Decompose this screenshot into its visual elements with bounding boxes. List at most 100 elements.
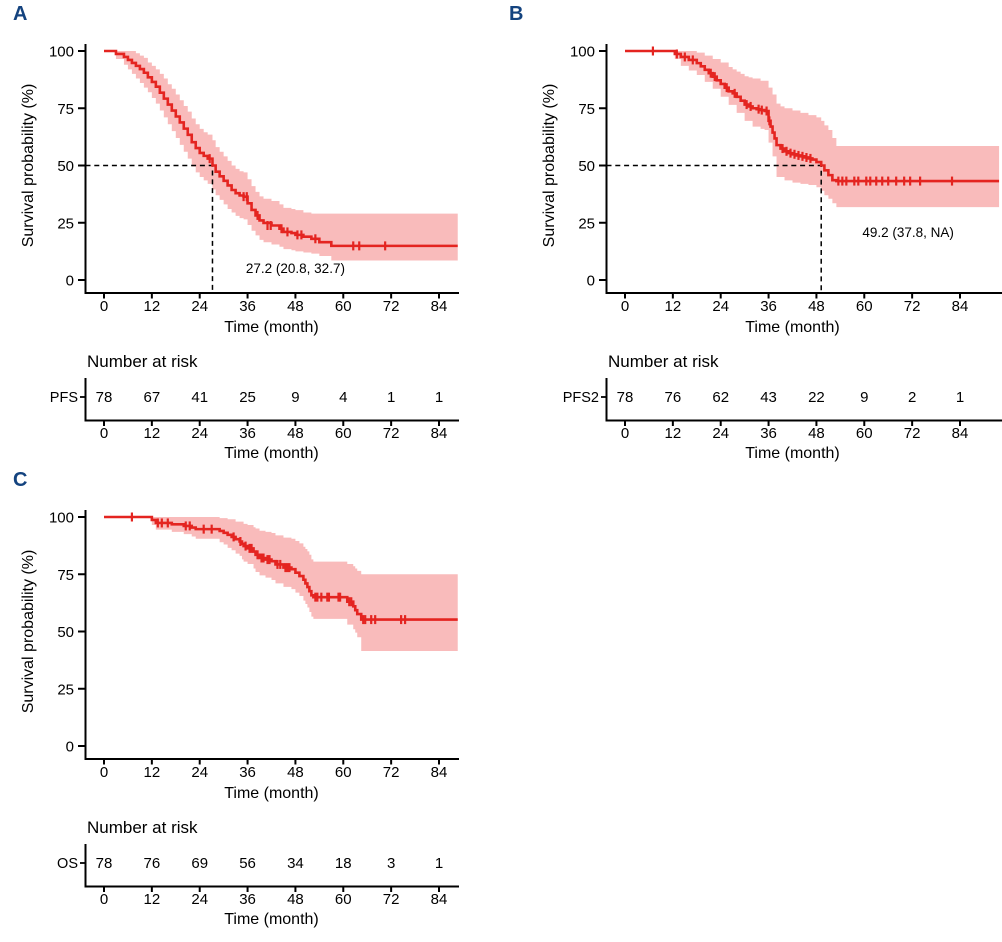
panel-c-label: C [13,469,28,491]
risk-x-tick-label: 72 [904,425,921,442]
risk-x-tick-label: 84 [431,425,448,442]
x-tick-label: 72 [904,298,921,315]
risk-row-label: OS [57,856,78,872]
risk-count: 1 [435,855,443,872]
y-tick-label: 0 [66,739,74,756]
x-tick-label: 84 [952,298,969,315]
risk-x-tick-label: 36 [239,891,256,908]
censor-marks [130,512,407,625]
y-axis-label: Survival probability (%) [20,550,37,714]
x-tick-label: 12 [144,764,161,781]
risk-x-tick-label: 84 [431,891,448,908]
risk-x-tick-label: 0 [100,425,108,442]
x-tick-label: 48 [287,298,304,315]
risk-count: 78 [617,389,634,406]
x-tick-label: 24 [191,764,208,781]
risk-count: 76 [144,855,161,872]
risk-row-label: PFS2 [563,390,599,406]
risk-x-tick-label: 24 [712,425,729,442]
risk-count: 62 [712,389,729,406]
x-tick-label: 84 [431,764,448,781]
x-tick-label: 0 [621,298,629,315]
y-tick-label: 100 [570,44,595,61]
risk-x-tick-label: 12 [665,425,682,442]
risk-count: 4 [339,389,347,406]
y-tick-label: 75 [57,567,74,584]
x-tick-label: 48 [287,764,304,781]
x-tick-label: 0 [100,764,108,781]
x-tick-label: 60 [856,298,873,315]
risk-count: 78 [96,855,113,872]
risk-x-tick-label: 36 [760,425,777,442]
y-tick-label: 75 [57,101,74,118]
risk-count: 34 [287,855,304,872]
risk-x-tick-label: 12 [144,425,161,442]
y-tick-label: 100 [49,510,74,527]
risk-x-tick-label: 36 [239,425,256,442]
y-tick-label: 25 [57,215,74,232]
x-tick-label: 36 [760,298,777,315]
risk-count: 78 [96,389,113,406]
risk-x-tick-label: 24 [191,891,208,908]
risk-x-tick-label: 60 [335,425,352,442]
risk-table-title: Number at risk [87,818,198,837]
x-tick-label: 60 [335,764,352,781]
x-tick-label: 0 [100,298,108,315]
median-annotation: 49.2 (37.8, NA) [862,225,954,240]
x-tick-label: 48 [808,298,825,315]
y-tick-label: 25 [57,681,74,698]
y-tick-label: 100 [49,44,74,61]
risk-x-axis-label: Time (month) [224,445,319,462]
risk-x-tick-label: 60 [856,425,873,442]
y-tick-label: 0 [66,273,74,290]
x-tick-label: 36 [239,298,256,315]
confidence-band [104,51,458,261]
risk-count: 2 [908,389,916,406]
risk-count: 9 [291,389,299,406]
panel-b-label: B [509,3,524,25]
x-tick-label: 72 [383,298,400,315]
y-tick-label: 0 [587,273,595,290]
x-tick-label: 12 [144,298,161,315]
risk-count: 1 [956,389,964,406]
x-tick-label: 24 [191,298,208,315]
risk-x-tick-label: 84 [952,425,969,442]
y-tick-label: 50 [57,158,74,175]
confidence-band [104,517,458,651]
y-tick-label: 50 [57,624,74,641]
panel-a-label: A [13,3,28,25]
risk-x-axis-label: Time (month) [745,445,840,462]
x-axis-label: Time (month) [224,319,319,336]
risk-count: 1 [435,389,443,406]
x-tick-label: 84 [431,298,448,315]
km-panel-a: 27.2 (20.8, 32.7) 0 25 50 75 100 0 12 24 36 48 60 72… [20,44,459,462]
risk-count: 18 [335,855,352,872]
risk-count: 1 [387,389,395,406]
risk-x-tick-label: 0 [621,425,629,442]
risk-x-tick-label: 24 [191,425,208,442]
y-tick-label: 75 [578,101,595,118]
risk-count: 3 [387,855,395,872]
x-tick-label: 36 [239,764,256,781]
censor-marks [208,154,387,251]
x-tick-label: 72 [383,764,400,781]
risk-count: 22 [808,389,825,406]
x-tick-label: 12 [665,298,682,315]
risk-x-tick-label: 72 [383,891,400,908]
confidence-band [625,51,1000,208]
median-guide-lines [606,164,822,291]
risk-row-label: PFS [50,390,78,406]
y-axis-label: Survival probability (%) [20,84,37,248]
survival-curve [625,49,1000,183]
risk-x-tick-label: 72 [383,425,400,442]
risk-x-axis-label: Time (month) [224,911,319,928]
risk-x-tick-label: 48 [808,425,825,442]
km-panel-c: 0 25 50 75 100 0 12 24 36 48 60 72 84 Survival probab… [20,510,459,928]
risk-count: 43 [760,389,777,406]
y-axis-label: Survival probability (%) [541,84,558,248]
y-tick-label: 25 [578,215,595,232]
y-tick-label: 50 [578,158,595,175]
